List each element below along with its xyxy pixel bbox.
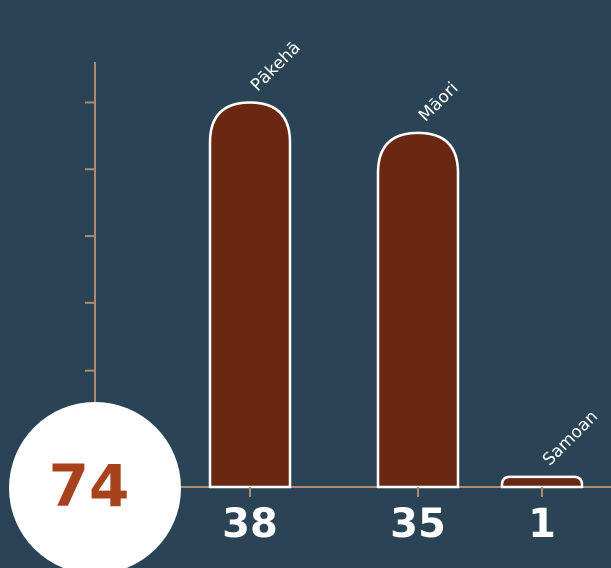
value-label: 1 [528,501,556,547]
bar [208,101,292,489]
value-label: 35 [390,501,446,547]
value-label: 38 [222,501,278,547]
total-label: 74 [49,452,130,520]
bar [376,131,460,489]
total-circle [9,402,181,568]
bar [500,475,584,489]
